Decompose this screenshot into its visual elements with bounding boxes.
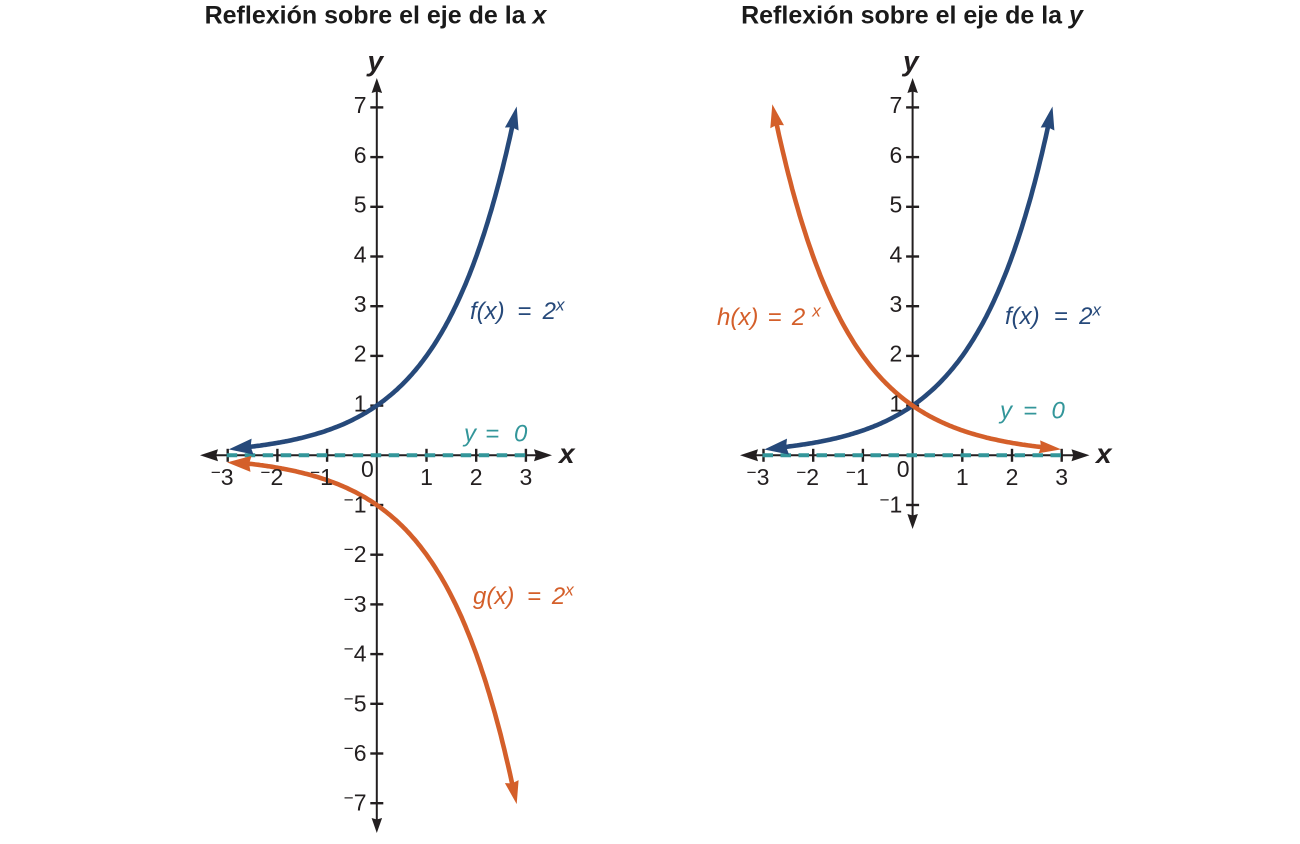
svg-text:Reflexión sobre el eje de la x: Reflexión sobre el eje de la x <box>205 2 548 30</box>
svg-text:x: x <box>557 438 576 469</box>
svg-text:6: 6 <box>890 142 903 168</box>
svg-text:−1: −1 <box>344 491 367 518</box>
svg-text:3: 3 <box>354 291 367 317</box>
svg-text:7: 7 <box>354 92 367 118</box>
svg-text:4: 4 <box>354 241 367 267</box>
svg-text:1: 1 <box>420 464 433 490</box>
svg-text:3: 3 <box>1055 464 1068 490</box>
svg-text:−7: −7 <box>344 789 367 816</box>
svg-text:−3: −3 <box>211 463 234 490</box>
svg-text:−3: −3 <box>747 463 770 490</box>
svg-text:−2: −2 <box>261 463 284 490</box>
svg-text:3: 3 <box>520 464 533 490</box>
svg-text:−2: −2 <box>796 463 819 490</box>
svg-text:−2: −2 <box>344 540 367 567</box>
svg-text:y: y <box>901 46 920 77</box>
svg-text:f(x)=2x: f(x) = 2x <box>470 296 565 326</box>
svg-text:y: y <box>366 46 385 77</box>
svg-text:y=0: y = 0 <box>998 398 1066 425</box>
svg-text:4: 4 <box>890 241 903 267</box>
svg-text:1: 1 <box>956 464 969 490</box>
svg-text:2: 2 <box>1006 464 1019 490</box>
svg-text:2: 2 <box>470 464 483 490</box>
svg-text:f(x)=2x: f(x) = 2x <box>1005 301 1102 331</box>
svg-text:−1: −1 <box>880 491 903 518</box>
svg-text:5: 5 <box>890 192 903 218</box>
svg-text:0: 0 <box>361 456 374 482</box>
svg-text:5: 5 <box>354 192 367 218</box>
svg-text:7: 7 <box>890 92 903 118</box>
svg-text:6: 6 <box>354 142 367 168</box>
svg-text:y=0: y = 0 <box>462 421 528 448</box>
svg-text:−5: −5 <box>344 689 367 716</box>
svg-text:1: 1 <box>354 390 367 416</box>
svg-text:−1: −1 <box>846 463 869 490</box>
svg-text:−3: −3 <box>344 590 367 617</box>
svg-text:2: 2 <box>890 341 903 367</box>
svg-text:−1: −1 <box>310 463 333 490</box>
svg-text:x: x <box>1094 438 1113 469</box>
svg-text:1: 1 <box>890 390 903 416</box>
svg-text:−6: −6 <box>344 739 367 766</box>
svg-text:3: 3 <box>890 291 903 317</box>
svg-text:Reflexión sobre el eje de la y: Reflexión sobre el eje de la y <box>741 2 1084 30</box>
svg-text:−4: −4 <box>344 640 367 667</box>
svg-text:h(x)=2x: h(x) = 2 x <box>717 302 821 332</box>
svg-text:2: 2 <box>354 341 367 367</box>
svg-text:0: 0 <box>897 456 910 482</box>
